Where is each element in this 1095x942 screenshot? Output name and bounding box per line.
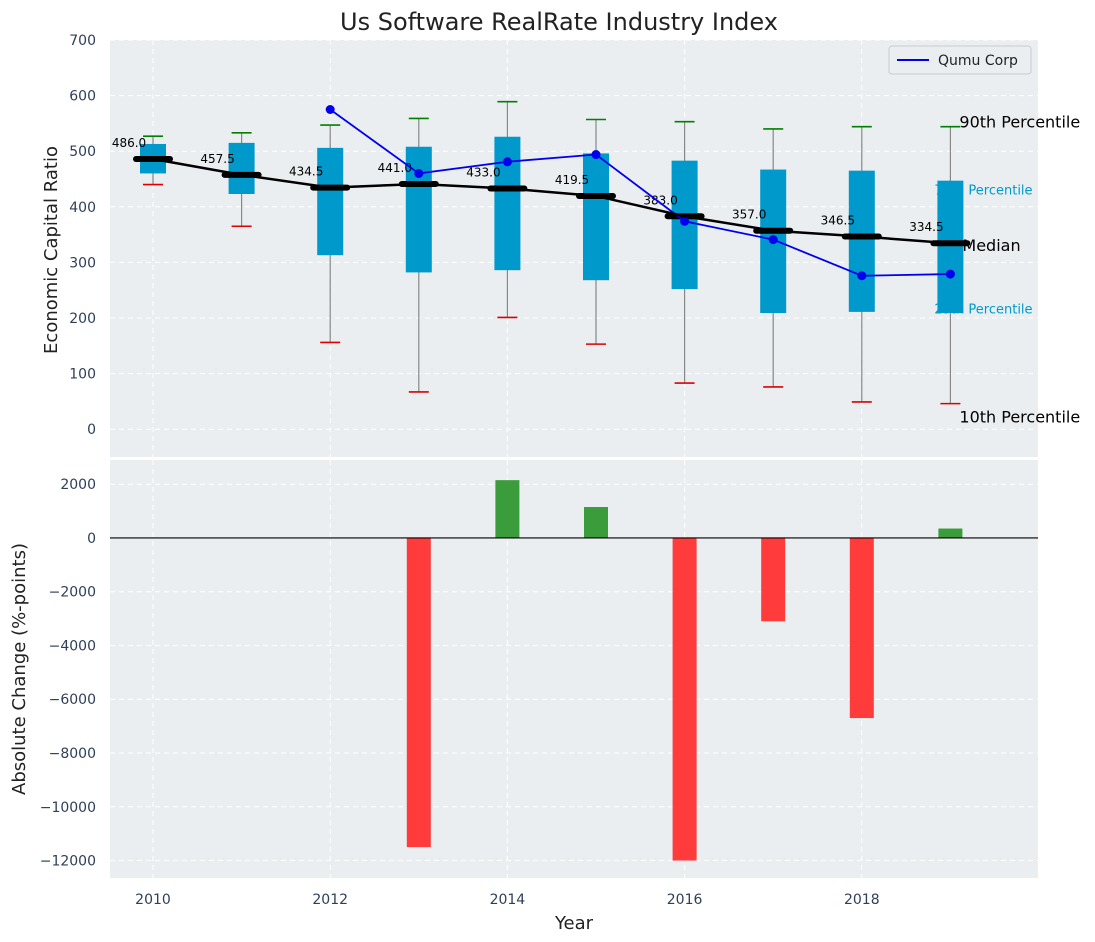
bottom-y-tick-label: −10000 — [40, 800, 96, 816]
top-y-tick-label: 600 — [69, 89, 96, 105]
company-point — [502, 157, 512, 167]
company-point — [768, 235, 778, 245]
p90-annotation: 90th Percentile — [959, 112, 1080, 131]
p75-annotation: 75th Percentile — [934, 184, 1032, 199]
top-y-tick-label: 500 — [69, 144, 96, 160]
bottom-y-tick-label: −6000 — [49, 692, 96, 708]
bar — [495, 480, 520, 538]
median-label: 419.5 — [555, 173, 589, 187]
median-label: 486.0 — [112, 136, 146, 150]
bar — [406, 537, 431, 848]
median-label: 434.5 — [289, 165, 323, 179]
median-label: 457.5 — [200, 152, 234, 166]
x-tick-label: 2014 — [490, 892, 526, 908]
median-label: 357.0 — [732, 208, 766, 222]
chart-title: Us Software RealRate Industry Index — [340, 8, 778, 36]
x-ticks: 2010 2012 2014 2016 2018 — [135, 892, 879, 908]
median-label: 346.5 — [821, 214, 855, 228]
company-line — [329, 108, 951, 277]
top-y-tick-label: 700 — [69, 33, 96, 49]
bottom-y-ticks: −12000 −10000 −8000 −6000 −4000 −2000 0 2000 — [40, 477, 96, 869]
bar — [761, 537, 786, 622]
median-annotation: Median — [962, 236, 1020, 255]
median-label: 334.5 — [909, 220, 943, 234]
median-label: 441.0 — [378, 161, 412, 175]
bottom-plot-area — [110, 460, 1038, 878]
legend: Qumu Corp — [888, 45, 1032, 75]
top-y-ticks: 0 100 200 300 400 500 600 700 — [69, 33, 96, 438]
top-y-tick-label: 200 — [69, 311, 96, 327]
legend-label: Qumu Corp — [938, 53, 1018, 69]
x-tick-label: 2016 — [667, 892, 703, 908]
x-tick-label: 2018 — [844, 892, 880, 908]
median-series — [152, 157, 951, 245]
bottom-y-tick-label: −4000 — [49, 638, 96, 654]
median-label: 433.0 — [466, 165, 500, 179]
x-axis-label: Year — [554, 913, 594, 934]
box — [583, 153, 609, 281]
percentile-annotations: 90th Percentile 75th Percentile Median 25th… — [934, 112, 1080, 426]
x-tick-label: 2012 — [312, 892, 348, 908]
box — [228, 142, 255, 195]
bar — [584, 507, 608, 538]
p10-annotation: 10th Percentile — [959, 408, 1080, 427]
p25-annotation: 25th Percentile — [934, 303, 1032, 318]
bottom-y-tick-label: −8000 — [49, 746, 96, 762]
x-tick-label: 2010 — [135, 892, 171, 908]
bar — [672, 537, 697, 861]
bottom-y-tick-label: 0 — [87, 531, 96, 547]
box — [494, 136, 521, 271]
bar — [938, 528, 963, 538]
company-point — [325, 105, 335, 114]
bottom-y-tick-label: −12000 — [40, 854, 96, 870]
top-plot-area — [110, 40, 1038, 457]
top-y-axis-label: Economic Capital Ratio — [41, 146, 62, 354]
company-point — [414, 168, 424, 178]
company-point — [591, 150, 601, 160]
top-y-tick-label: 0 — [87, 422, 96, 438]
bar-series — [406, 480, 963, 861]
company-point — [857, 271, 867, 281]
company-point — [680, 216, 690, 226]
company-series — [325, 105, 955, 281]
bottom-y-tick-label: −2000 — [49, 585, 96, 601]
box — [937, 180, 964, 313]
median-label: 383.0 — [643, 193, 677, 207]
box — [317, 147, 344, 256]
bottom-y-tick-label: 2000 — [60, 477, 96, 493]
box — [848, 170, 875, 312]
top-y-tick-label: 100 — [69, 367, 96, 383]
median-line — [152, 157, 951, 245]
bottom-y-axis-label: Absolute Change (%-points) — [9, 543, 30, 795]
bar — [849, 537, 874, 719]
top-y-tick-label: 300 — [69, 255, 96, 271]
legend-box — [888, 45, 1032, 75]
top-y-tick-label: 400 — [69, 200, 96, 216]
company-point — [945, 269, 955, 279]
